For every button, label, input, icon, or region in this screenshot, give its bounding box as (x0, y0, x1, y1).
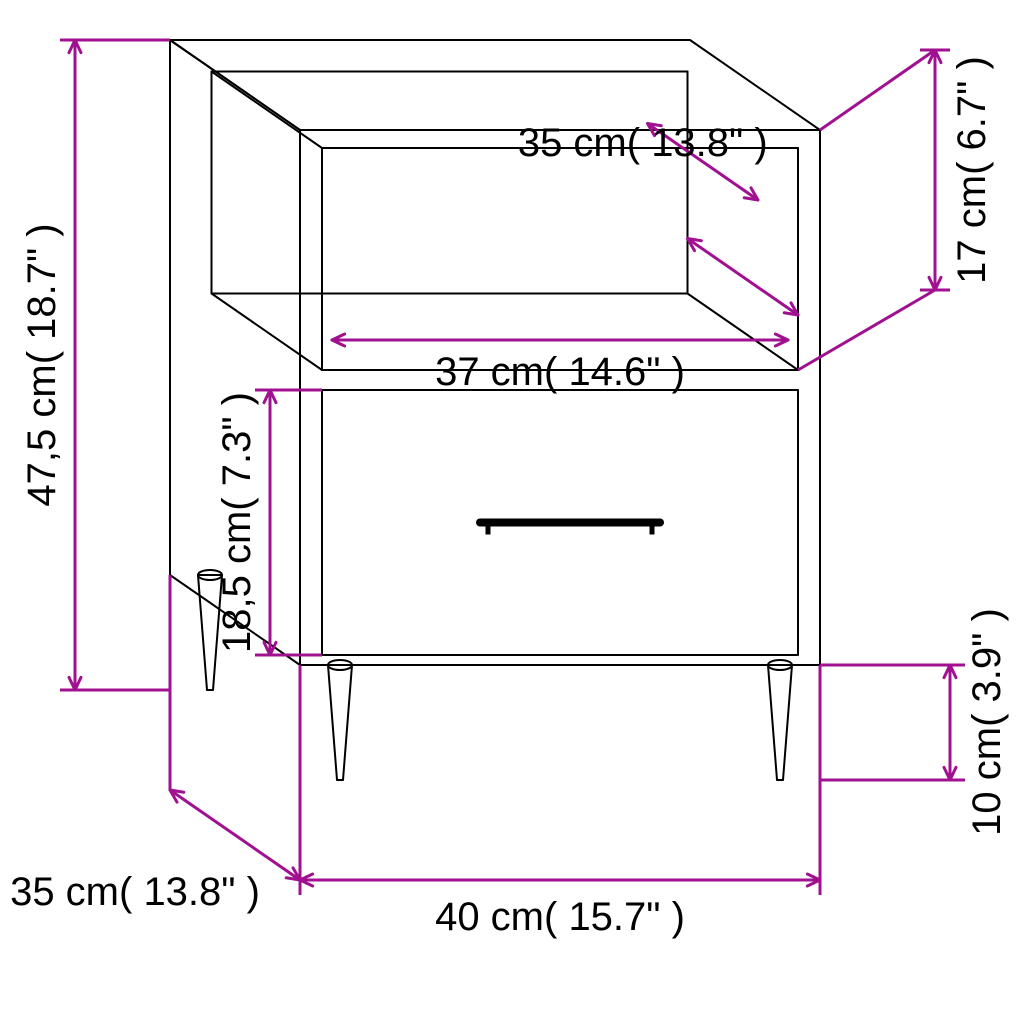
dim-label-drawer_h: 18,5 cm( 7.3" ) (215, 392, 259, 653)
dim-label-height_total: 47,5 cm( 18.7" ) (20, 223, 64, 506)
dim-label-open_depth: 35 cm( 13.8" ) (518, 121, 768, 165)
dim-label-open_h: 17 cm( 6.7" ) (950, 56, 994, 284)
dim-label-width: 40 cm( 15.7" ) (435, 895, 685, 939)
dim-label-open_width: 37 cm( 14.6" ) (435, 350, 685, 394)
dim-label-leg_h: 10 cm( 3.9" ) (965, 608, 1009, 836)
dim-label-depth: 35 cm( 13.8" ) (10, 870, 260, 914)
